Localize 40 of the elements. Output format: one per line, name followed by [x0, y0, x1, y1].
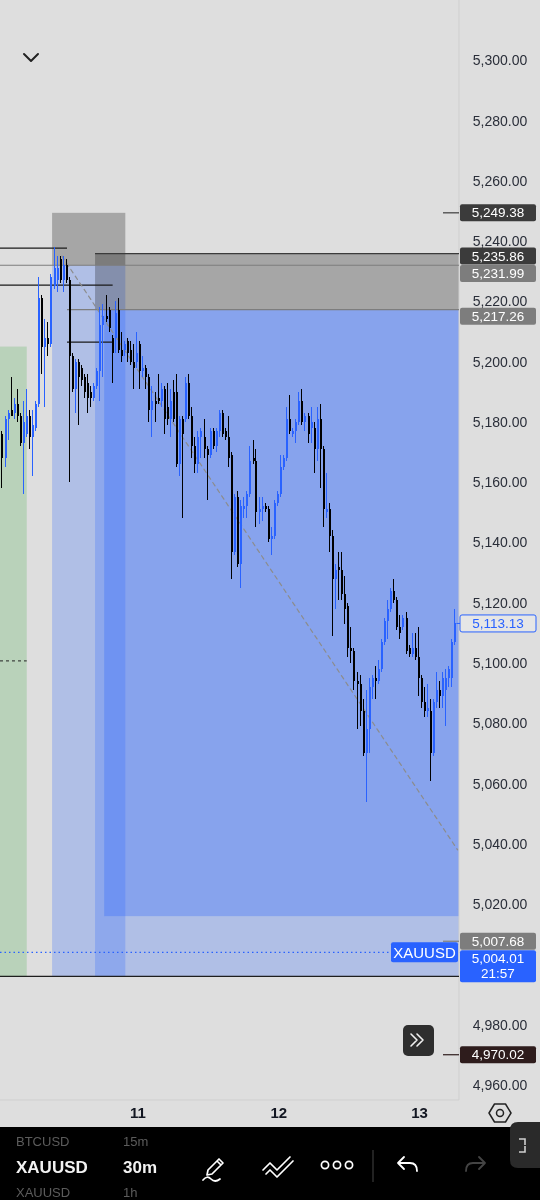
text: 15m [123, 1134, 149, 1149]
ref-line-label: 5,217.26 [471, 308, 525, 324]
y-tick-label: 5,220.00 [472, 293, 528, 310]
candlestick [43, 319, 46, 407]
y-tick-label: 4,980.00 [472, 1016, 528, 1033]
candlestick [426, 684, 429, 718]
y-tick-label: 5,080.00 [472, 715, 528, 732]
x-tick-label: 13 [411, 1104, 428, 1121]
y-tick-label: 5,020.00 [472, 896, 528, 913]
y-tick-label: 5,280.00 [472, 112, 528, 129]
text: 1h [123, 1185, 138, 1200]
x-tick-label: 12 [270, 1104, 288, 1121]
text: 30m [123, 1158, 158, 1177]
ref-line-label: 4,970.02 [471, 1047, 525, 1063]
y-tick-label: 5,180.00 [472, 413, 528, 430]
y-tick-label: 5,200.00 [472, 353, 528, 370]
candlestick [374, 666, 377, 700]
ref-line-label: 5,231.99 [471, 266, 525, 282]
text: XAUUSD [16, 1185, 71, 1200]
y-tick-label: 5,060.00 [472, 775, 528, 792]
candlestick [337, 551, 340, 600]
y-tick-label: 5,100.00 [472, 655, 528, 672]
y-tick-label: 5,240.00 [472, 233, 528, 250]
y-tick-label: 5,140.00 [472, 534, 528, 551]
y-tick-label: 5,120.00 [472, 594, 528, 611]
y-tick-label: 4,960.00 [472, 1076, 528, 1093]
text: XAUUSD [16, 1158, 88, 1177]
ref-line-label: 5,235.86 [471, 248, 525, 264]
candlestick [325, 473, 328, 519]
candlestick [258, 497, 261, 525]
annotation: 5,113.13 [472, 615, 524, 631]
ref-line-label: 5,249.38 [471, 205, 525, 221]
y-tick-label: 5,040.00 [472, 835, 528, 852]
y-tick-label: 5,260.00 [472, 172, 528, 189]
y-tick-label: 5,160.00 [472, 474, 528, 491]
x-tick-label: 11 [130, 1104, 146, 1121]
text: BTCUSD [16, 1134, 70, 1149]
candlestick [261, 497, 264, 522]
y-tick-label: 5,300.00 [472, 52, 528, 69]
candlestick [356, 672, 359, 730]
